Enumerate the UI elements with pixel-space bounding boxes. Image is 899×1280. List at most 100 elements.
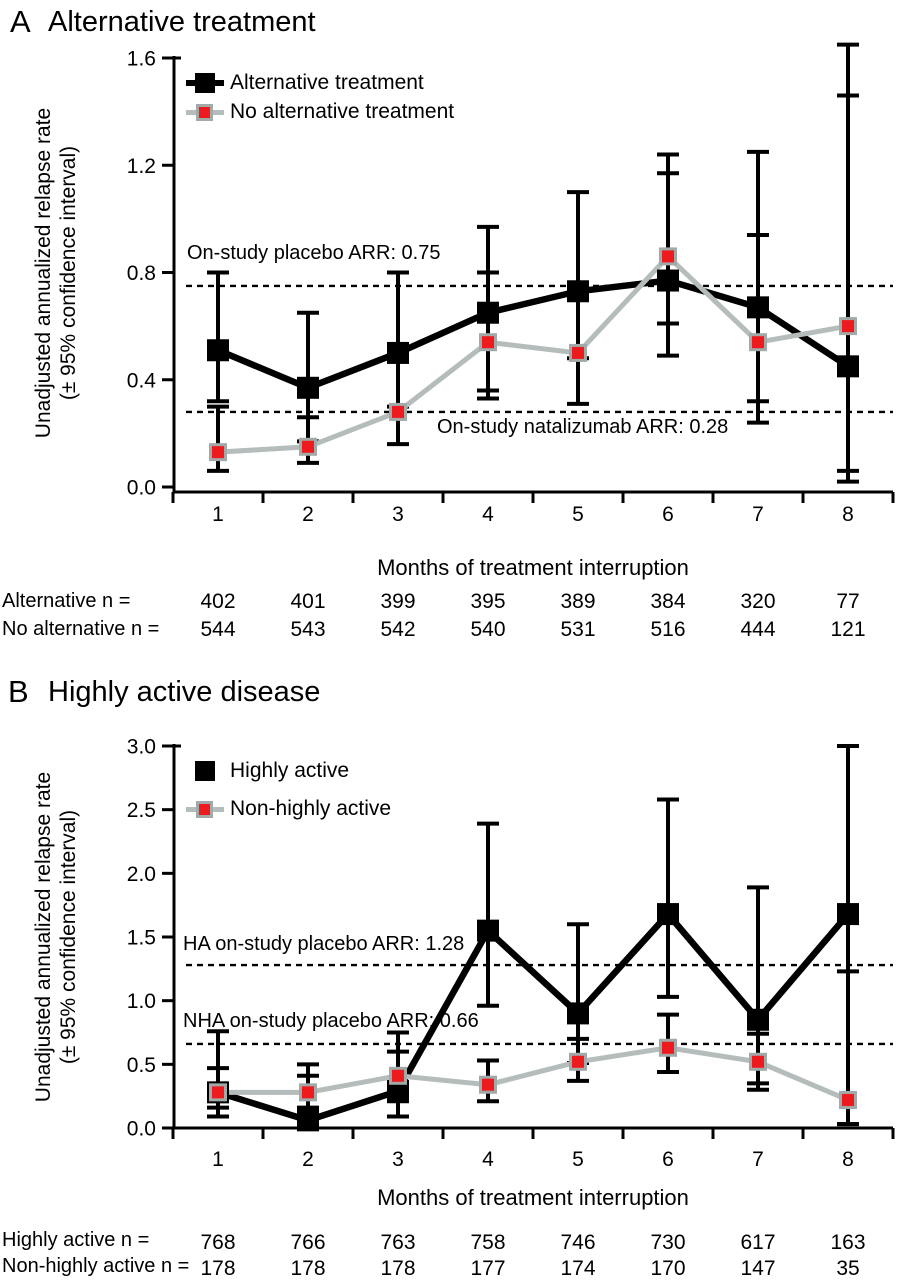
y-tick-label: 0.0 <box>127 477 156 500</box>
data-point <box>657 269 679 292</box>
n-value: 544 <box>200 618 235 641</box>
n-value: 389 <box>560 590 595 613</box>
x-tick-label: 5 <box>572 1148 584 1171</box>
x-tick-labels: 1 2 3 4 5 6 7 8 <box>171 492 895 526</box>
x-tick-labels: 1 2 3 4 5 6 7 8 <box>171 1128 895 1171</box>
n-value: 399 <box>380 590 415 613</box>
panel-a-letter: A <box>10 4 31 39</box>
n-value: 384 <box>650 590 685 613</box>
data-point <box>839 1090 857 1109</box>
n-value: 174 <box>560 1257 595 1280</box>
n-value: 163 <box>830 1231 865 1254</box>
legend-label: Non-highly active <box>230 797 392 820</box>
x-tick-label: 8 <box>842 1148 854 1171</box>
data-point <box>299 1083 317 1102</box>
data-point <box>477 919 499 942</box>
panel-b-y-axis-label: Unadjusted annualized relapse rate (± 95… <box>31 772 81 1102</box>
n-value: 540 <box>470 618 505 641</box>
n-value: 543 <box>290 618 325 641</box>
data-point <box>569 1052 587 1071</box>
ha-placebo-arr-annotation: HA on-study placebo ARR: 1.28 <box>183 933 465 955</box>
black-square-markers <box>207 269 859 399</box>
data-point <box>659 1038 677 1057</box>
natalizumab-arr-annotation: On-study natalizumab ARR: 0.28 <box>437 416 729 438</box>
n-value: 542 <box>380 618 415 641</box>
n-value: 766 <box>290 1231 325 1254</box>
reference-lines <box>186 963 893 1046</box>
data-point <box>479 333 497 352</box>
n-value: 401 <box>290 590 325 613</box>
data-point <box>479 1075 497 1094</box>
legend-label: Highly active <box>230 759 350 782</box>
n-value: 444 <box>740 618 775 641</box>
y-tick-label: 0.5 <box>127 1054 156 1077</box>
n-value: 617 <box>740 1231 775 1254</box>
panel-b-title: Highly active disease <box>48 676 321 708</box>
x-tick-label: 6 <box>662 503 674 526</box>
x-tick-label: 3 <box>392 503 404 526</box>
data-point <box>477 301 499 324</box>
y-tick-label: 2.5 <box>127 799 156 822</box>
data-point <box>747 296 769 319</box>
y-tick-label: 3.0 <box>127 736 156 759</box>
data-point <box>567 1002 589 1025</box>
legend-item: Alternative treatment <box>186 71 454 95</box>
x-tick-label: 1 <box>212 1148 224 1171</box>
panel-b-letter: B <box>8 674 29 709</box>
x-tick-label: 4 <box>482 503 494 526</box>
data-point <box>837 355 859 378</box>
data-point <box>297 1109 319 1132</box>
y-tick-label: 0.0 <box>127 1118 156 1141</box>
panel-b-n-row-label-2: Non-highly active n = <box>2 1255 190 1277</box>
n-value: 395 <box>470 590 505 613</box>
x-tick-label: 7 <box>752 1148 764 1171</box>
n-value: 177 <box>470 1257 505 1280</box>
series-line-non-highly-active <box>218 1045 849 1103</box>
y-tick-label: 1.5 <box>127 927 156 950</box>
n-value: 531 <box>560 618 595 641</box>
x-tick-label: 2 <box>302 503 314 526</box>
x-tick-label: 8 <box>842 503 854 526</box>
series-line-highly-active <box>217 909 851 1124</box>
red-square-markers <box>209 1038 857 1109</box>
data-point <box>387 1080 409 1103</box>
red-square-markers <box>209 247 857 462</box>
red-square-marker-icon <box>186 101 224 123</box>
y-tick-label: 1.6 <box>127 48 156 71</box>
data-point <box>387 341 409 364</box>
data-point <box>657 903 679 926</box>
nha-placebo-arr-annotation: NHA on-study placebo ARR: 0.66 <box>183 1010 479 1032</box>
y-tick-label: 1.0 <box>127 990 156 1013</box>
data-point <box>389 402 407 421</box>
legend-label: Alternative treatment <box>230 71 424 94</box>
x-tick-label: 5 <box>572 503 584 526</box>
x-tick-label: 7 <box>752 503 764 526</box>
series-line-alternative-treatment <box>216 277 850 392</box>
y-tick-labels: 0.0 0.5 1.0 1.5 2.0 2.5 3.0 <box>127 736 181 1141</box>
n-value: 763 <box>380 1231 415 1254</box>
legend-item: Highly active <box>186 759 391 783</box>
data-point <box>837 903 859 926</box>
n-value: 178 <box>290 1257 325 1280</box>
panel-a-title: Alternative treatment <box>48 6 316 38</box>
data-point <box>749 1052 767 1071</box>
panel-a-x-axis-label: Months of treatment interruption <box>377 555 689 580</box>
data-point <box>209 443 227 462</box>
black-square-markers <box>207 903 859 1132</box>
placebo-arr-annotation: On-study placebo ARR: 0.75 <box>187 242 441 264</box>
n-value: 170 <box>650 1257 685 1280</box>
legend-item: Non-highly active <box>186 797 391 821</box>
n-value: 758 <box>470 1231 505 1254</box>
n-value: 516 <box>650 618 685 641</box>
data-point <box>567 280 589 303</box>
data-point <box>299 437 317 456</box>
panel-a-legend: Alternative treatment No alternative tre… <box>186 71 454 129</box>
panel-b-y-axis-label-line1: Unadjusted annualized relapse rate <box>32 771 55 1103</box>
panel-a-y-axis-label: Unadjusted annualized relapse rate (± 95… <box>31 108 81 438</box>
x-tick-label: 3 <box>392 1148 404 1171</box>
n-value: 320 <box>740 590 775 613</box>
panel-a-plot: 0.0 0.4 0.8 1.2 1.6 1 2 3 4 5 6 7 8 402 401 399 395 389 38… <box>127 42 895 641</box>
y-tick-label: 2.0 <box>127 863 156 886</box>
